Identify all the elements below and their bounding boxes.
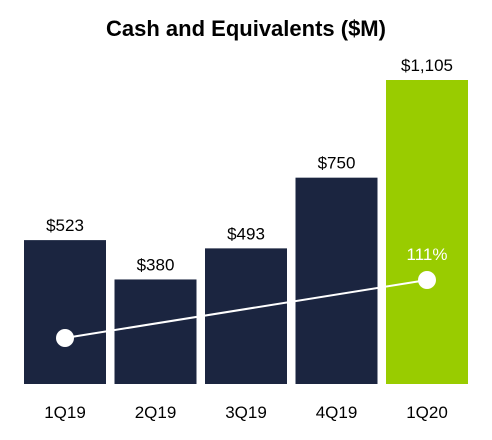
value-label-1q20: $1,105: [401, 56, 453, 75]
x-tick-1q19: 1Q19: [44, 403, 86, 422]
value-label-1q19: $523: [46, 216, 84, 235]
value-label-2q19: $380: [137, 255, 175, 274]
bar-1q20: [386, 80, 468, 384]
value-label-4q19: $750: [318, 154, 356, 173]
chart-title: Cash and Equivalents ($M): [106, 16, 386, 41]
x-tick-3q19: 3Q19: [225, 403, 267, 422]
value-label-3q19: $493: [227, 224, 265, 243]
value-labels-group: $523 $380 $493 $750 $1,105: [46, 56, 453, 274]
x-tick-4q19: 4Q19: [316, 403, 358, 422]
x-axis-tick-labels: 1Q19 2Q19 3Q19 4Q19 1Q20: [44, 403, 448, 422]
bars-group: [24, 80, 468, 384]
growth-label: 111%: [407, 245, 448, 264]
bar-1q19: [24, 240, 106, 384]
growth-line: [64, 279, 428, 339]
growth-start-point: [56, 329, 74, 347]
x-tick-1q20: 1Q20: [406, 403, 448, 422]
growth-end-point: [418, 271, 436, 289]
bar-2q19: [114, 279, 197, 384]
bar-4q19: [295, 177, 378, 384]
growth-overlay: 111%: [56, 245, 447, 347]
x-tick-2q19: 2Q19: [135, 403, 177, 422]
bar-3q19: [205, 248, 287, 384]
